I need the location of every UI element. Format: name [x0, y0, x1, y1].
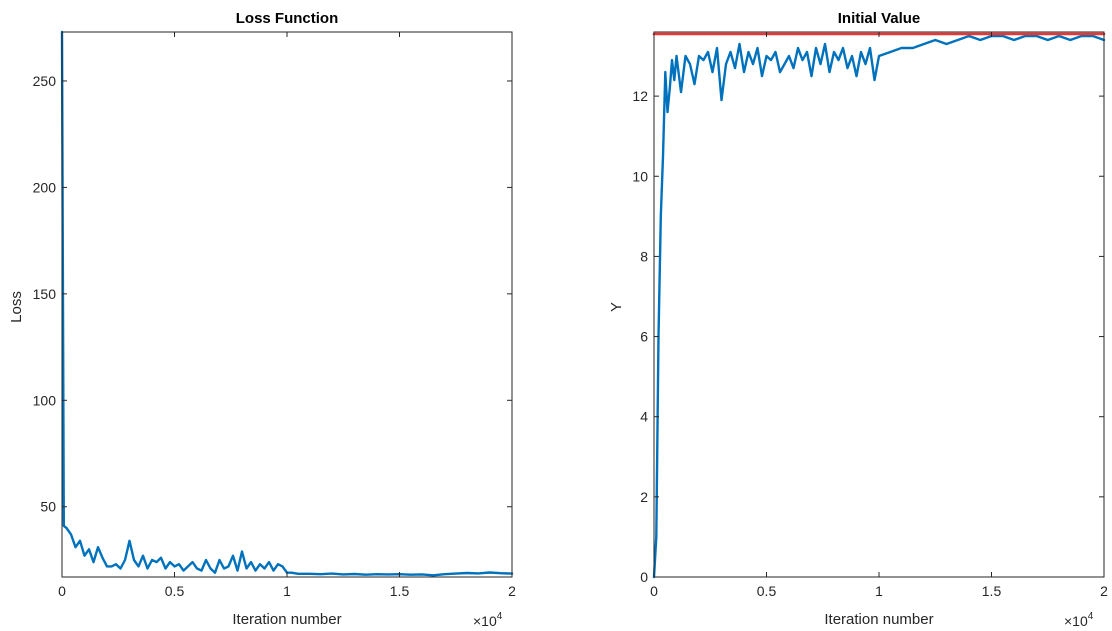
initial-value-plot-area: 0 0.5 1 1.5 2 0 2 4 6 8 10 12 — [632, 32, 1108, 599]
loss-y-axis-label: Loss — [8, 291, 25, 323]
initial-value-x-tick-label: 0.5 — [757, 583, 777, 599]
initial-value-y-tick-label: 12 — [632, 88, 648, 104]
loss-x-tick-label: 2 — [508, 583, 516, 599]
initial-value-x-tick-label: 0 — [650, 583, 658, 599]
initial-value-y-tick-label: 8 — [640, 248, 648, 264]
loss-x-tick-label: 0 — [58, 583, 66, 599]
loss-chart-title: Loss Function — [236, 10, 339, 27]
loss-x-tick-label: 0.5 — [165, 583, 185, 599]
initial-value-x-tick-label: 2 — [1100, 583, 1108, 599]
initial-value-axes-box — [653, 31, 1105, 578]
initial-value-y-axis-label: Y — [608, 302, 625, 312]
loss-y-tick-label: 100 — [33, 392, 57, 408]
loss-series-line-0 — [60, 30, 514, 577]
loss-x-tick-label: 1.5 — [390, 583, 410, 599]
initial-value-y-tick-label: 6 — [640, 329, 648, 345]
loss-x-tick-label: 1 — [283, 583, 291, 599]
loss-y-tick-label: 150 — [33, 286, 57, 302]
loss-x-exponent: ×104 — [473, 611, 503, 629]
initial-value-y-tick-label: 0 — [640, 569, 648, 585]
loss-y-tick-label: 250 — [33, 73, 57, 89]
loss-y-tick-label: 200 — [33, 179, 57, 195]
initial-value-y-tick-label: 10 — [632, 168, 648, 184]
initial-value-series-line-0 — [652, 34, 1106, 579]
initial-value-x-axis-label: Iteration number — [824, 611, 933, 628]
initial-value-y-tick-label: 2 — [640, 489, 648, 505]
initial-value-chart-title: Initial Value — [838, 10, 921, 27]
initial-value-x-tick-label: 1.5 — [982, 583, 1002, 599]
initial-value-x-exponent: ×104 — [1064, 611, 1094, 629]
initial-value-chart: Initial Value 0 0.5 1 1.5 2 0 2 4 6 8 10 12 Iterati… — [608, 10, 1108, 629]
loss-axes-box — [61, 31, 513, 578]
loss-y-tick-label: 50 — [40, 499, 56, 515]
initial-value-y-tick-label: 4 — [640, 409, 648, 425]
initial-value-x-tick-label: 1 — [875, 583, 883, 599]
loss-x-axis-label: Iteration number — [232, 611, 341, 628]
